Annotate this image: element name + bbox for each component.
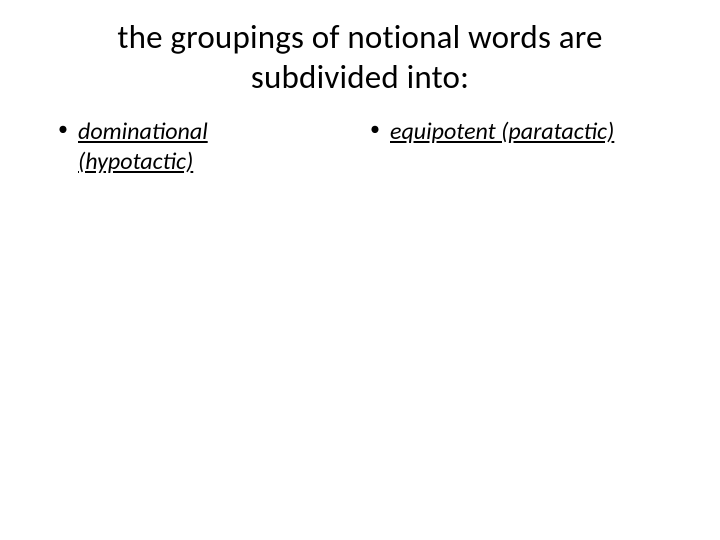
- right-item-full: equipotent (paratactic): [390, 117, 614, 146]
- list-item: dominational (hypotactic): [58, 117, 360, 177]
- left-item-primary: dominational: [78, 117, 208, 146]
- left-column: dominational (hypotactic): [40, 117, 360, 177]
- right-column: equipotent (paratactic): [360, 117, 680, 177]
- title-line-1: the groupings of notional words are: [117, 17, 602, 57]
- left-item-secondary: (hypotactic): [78, 147, 193, 176]
- content-columns: dominational (hypotactic) equipotent (pa…: [40, 117, 680, 177]
- slide-container: the groupings of notional words are subd…: [0, 0, 720, 540]
- slide-title: the groupings of notional words are subd…: [40, 18, 680, 97]
- title-line-2: subdivided into:: [251, 57, 469, 97]
- list-item: equipotent (paratactic): [370, 117, 680, 147]
